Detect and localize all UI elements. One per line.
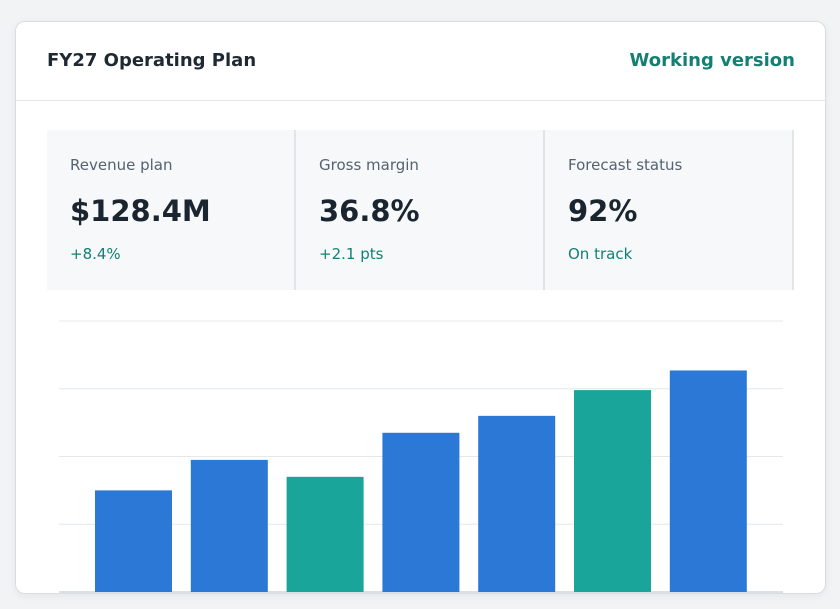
kpi-value: $128.4M bbox=[70, 194, 211, 228]
kpi-label: Gross margin bbox=[319, 156, 419, 174]
kpi-label: Forecast status bbox=[568, 156, 683, 174]
bar-chart bbox=[59, 320, 783, 593]
kpi-revenue-plan: Revenue plan $128.4M +8.4% bbox=[47, 130, 296, 290]
card-title: FY27 Operating Plan bbox=[47, 50, 257, 71]
kpi-value: 92% bbox=[568, 194, 638, 228]
kpi-label: Revenue plan bbox=[70, 156, 173, 174]
kpi-delta: On track bbox=[568, 245, 633, 263]
bar-7[interactable] bbox=[669, 370, 747, 592]
bar-2[interactable] bbox=[190, 459, 268, 592]
working-version-link[interactable]: Working version bbox=[629, 50, 795, 71]
bar-6[interactable] bbox=[574, 390, 651, 592]
kpi-forecast-status: Forecast status 92% On track bbox=[545, 130, 794, 290]
bar-1[interactable] bbox=[95, 490, 172, 592]
kpi-delta: +8.4% bbox=[70, 245, 121, 263]
kpi-gross-margin: Gross margin 36.8% +2.1 pts bbox=[296, 130, 545, 290]
kpi-value: 36.8% bbox=[319, 194, 420, 228]
bar-5[interactable] bbox=[478, 415, 556, 592]
bar-3[interactable] bbox=[286, 476, 364, 592]
kpi-delta: +2.1 pts bbox=[319, 245, 384, 263]
card-header: FY27 Operating Plan Working version bbox=[16, 22, 825, 101]
bar-4[interactable] bbox=[382, 432, 460, 592]
kpi-row: Revenue plan $128.4M +8.4% Gross margin … bbox=[47, 130, 796, 290]
operating-plan-card: FY27 Operating Plan Working version Reve… bbox=[15, 21, 826, 594]
